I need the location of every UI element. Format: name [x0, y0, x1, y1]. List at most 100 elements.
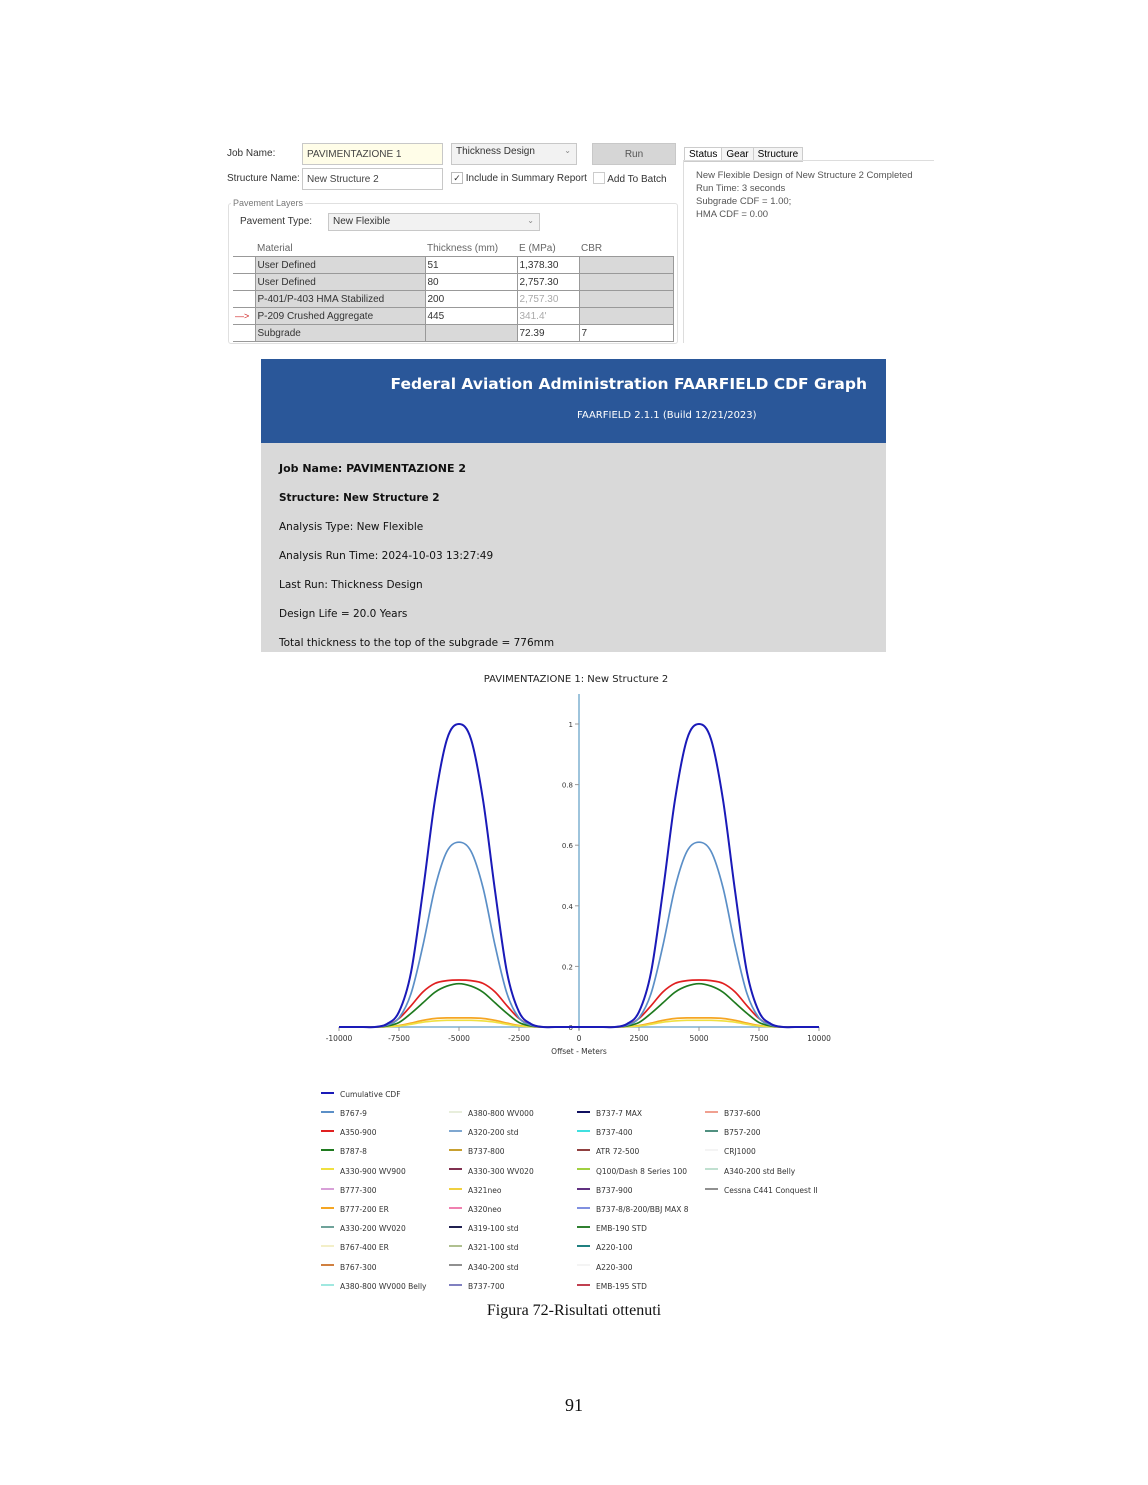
legend-label: B737-8/8-200/BBJ MAX 8: [596, 1205, 689, 1214]
legend-item[interactable]: B737-700: [449, 1276, 504, 1294]
legend-swatch: [705, 1110, 718, 1113]
legend-swatch: [321, 1283, 334, 1286]
legend-swatch: [577, 1283, 590, 1286]
legend-item[interactable]: B787-8: [321, 1141, 367, 1159]
pavement-layers-label: Pavement Layers: [231, 198, 306, 208]
chart-title: PAVIMENTAZIONE 1: New Structure 2: [483, 674, 669, 685]
thickness-cell: [424, 324, 518, 342]
legend-label: B737-700: [468, 1281, 505, 1291]
legend-item[interactable]: B767-400 ER: [321, 1237, 389, 1255]
legend-label: A380-800 WV000 Belly: [340, 1281, 427, 1291]
report-title: Federal Aviation Administration FAARFIEL…: [390, 375, 867, 393]
legend-item[interactable]: B737-800: [449, 1141, 504, 1159]
tab-structure[interactable]: Structure: [752, 147, 804, 162]
legend-label: A340-200 std: [468, 1262, 519, 1272]
tab-gear[interactable]: Gear: [721, 147, 754, 162]
structure-name-input[interactable]: New Structure 2: [302, 168, 443, 190]
status-line: Run Time: 3 seconds: [696, 183, 786, 194]
legend-item[interactable]: A320-200 std: [449, 1122, 518, 1140]
legend-item[interactable]: B737-600: [705, 1103, 760, 1121]
legend-item[interactable]: B737-8/8-200/BBJ MAX 8: [577, 1199, 689, 1217]
table-row[interactable]: —> P-209 Crushed Aggregate 445 341.4': [233, 307, 674, 325]
y-tick-label: 0.8: [562, 782, 573, 790]
design-mode-select[interactable]: Thickness Design ⌄: [451, 143, 577, 165]
legend-item[interactable]: A380-800 WV000: [449, 1103, 534, 1121]
cbr-cell: [578, 307, 674, 325]
legend-item[interactable]: A330-200 WV020: [321, 1218, 406, 1236]
col-thickness: Thickness (mm): [425, 240, 517, 257]
include-summary-checkbox[interactable]: ✓ Include in Summary Report: [451, 172, 587, 184]
thickness-cell[interactable]: 51: [424, 256, 518, 274]
legend-item[interactable]: EMB-195 STD: [577, 1276, 647, 1294]
structure-name-label: Structure Name:: [227, 173, 300, 184]
legend-swatch: [577, 1129, 590, 1132]
legend-item[interactable]: Cumulative CDF: [321, 1084, 401, 1102]
legend-swatch: [449, 1264, 462, 1267]
legend-swatch: [321, 1091, 334, 1094]
layers-table: Material Thickness (mm) E (MPa) CBR User…: [233, 240, 674, 342]
legend-label: Q100/Dash 8 Series 100: [596, 1166, 688, 1176]
legend-swatch: [577, 1110, 590, 1113]
legend-item[interactable]: ATR 72-500: [577, 1141, 639, 1159]
legend-swatch: [577, 1206, 590, 1209]
structure: Structure: New Structure 2: [279, 492, 440, 504]
pavement-type-select[interactable]: New Flexible ⌄: [328, 213, 540, 231]
legend-item[interactable]: EMB-190 STD: [577, 1218, 647, 1236]
legend-item[interactable]: B737-900: [577, 1180, 632, 1198]
material-cell: Subgrade: [254, 324, 426, 342]
legend-swatch: [321, 1187, 334, 1190]
legend-label: A380-800 WV000: [468, 1109, 534, 1118]
status-panel: New Flexible Design of New Structure 2 C…: [683, 160, 934, 343]
legend-item[interactable]: A350-900: [321, 1122, 376, 1140]
legend-swatch: [449, 1110, 462, 1113]
legend-item[interactable]: A340-200 std Belly: [705, 1161, 795, 1179]
legend-label: EMB-195 STD: [596, 1281, 647, 1291]
legend-item[interactable]: B767-300: [321, 1257, 376, 1275]
legend-item[interactable]: CRJ1000: [705, 1141, 756, 1159]
legend-item[interactable]: A330-300 WV020: [449, 1161, 534, 1179]
legend-item[interactable]: A320neo: [449, 1199, 501, 1217]
legend-label: B737-600: [724, 1109, 761, 1118]
cbr-cell[interactable]: 7: [578, 324, 674, 342]
legend-item[interactable]: B777-200 ER: [321, 1199, 389, 1217]
legend-swatch: [577, 1168, 590, 1171]
legend-swatch: [449, 1168, 462, 1171]
legend-item[interactable]: A321-100 std: [449, 1237, 518, 1255]
analysis-run-time: Analysis Run Time: 2024-10-03 13:27:49: [279, 550, 494, 562]
legend-item[interactable]: Q100/Dash 8 Series 100: [577, 1161, 687, 1179]
e-cell[interactable]: 72.39: [516, 324, 580, 342]
include-summary-label: Include in Summary Report: [465, 173, 587, 184]
legend-item[interactable]: A220-100: [577, 1237, 632, 1255]
legend-item[interactable]: B737-400: [577, 1122, 632, 1140]
legend-item[interactable]: B767-9: [321, 1103, 367, 1121]
table-row[interactable]: P-401/P-403 HMA Stabilized 200 2,757.30: [233, 290, 674, 308]
legend-swatch: [321, 1245, 334, 1248]
legend-label: Cumulative CDF: [340, 1090, 401, 1099]
legend-item[interactable]: A340-200 std: [449, 1257, 518, 1275]
legend-label: CRJ1000: [724, 1147, 756, 1157]
legend-item[interactable]: A319-100 std: [449, 1218, 518, 1236]
legend-item[interactable]: A321neo: [449, 1180, 501, 1198]
status-line: HMA CDF = 0.00: [696, 209, 769, 220]
legend-swatch: [449, 1129, 462, 1132]
legend-item[interactable]: Cessna C441 Conquest II: [705, 1180, 818, 1198]
cdf-chart: -10000 -7500 -5000 -2500 0 2500 5000 7500 10000 0…: [326, 694, 831, 1043]
run-button[interactable]: Run: [592, 143, 676, 165]
legend-swatch: [449, 1245, 462, 1248]
material-cell: P-209 Crushed Aggregate: [254, 307, 426, 325]
add-to-batch-label: Add To Batch: [607, 174, 667, 185]
legend-label: B767-400 ER: [340, 1243, 389, 1253]
cbr-cell: [578, 273, 674, 291]
thickness-cell[interactable]: 80: [424, 273, 518, 291]
legend-item[interactable]: A380-800 WV000 Belly: [321, 1276, 426, 1294]
table-row[interactable]: Subgrade 72.39 7: [233, 324, 674, 342]
legend-item[interactable]: B757-200: [705, 1122, 760, 1140]
checkbox-empty-icon: [593, 172, 605, 184]
legend-item[interactable]: A220-300: [577, 1257, 632, 1275]
legend-item[interactable]: B737-7 MAX: [577, 1103, 642, 1121]
job-name-input[interactable]: PAVIMENTAZIONE 1: [302, 143, 443, 165]
legend-item[interactable]: A330-900 WV900: [321, 1161, 406, 1179]
thickness-cell[interactable]: 445: [424, 307, 518, 325]
legend-item[interactable]: B777-300: [321, 1180, 376, 1198]
add-to-batch-checkbox[interactable]: Add To Batch: [593, 172, 667, 185]
